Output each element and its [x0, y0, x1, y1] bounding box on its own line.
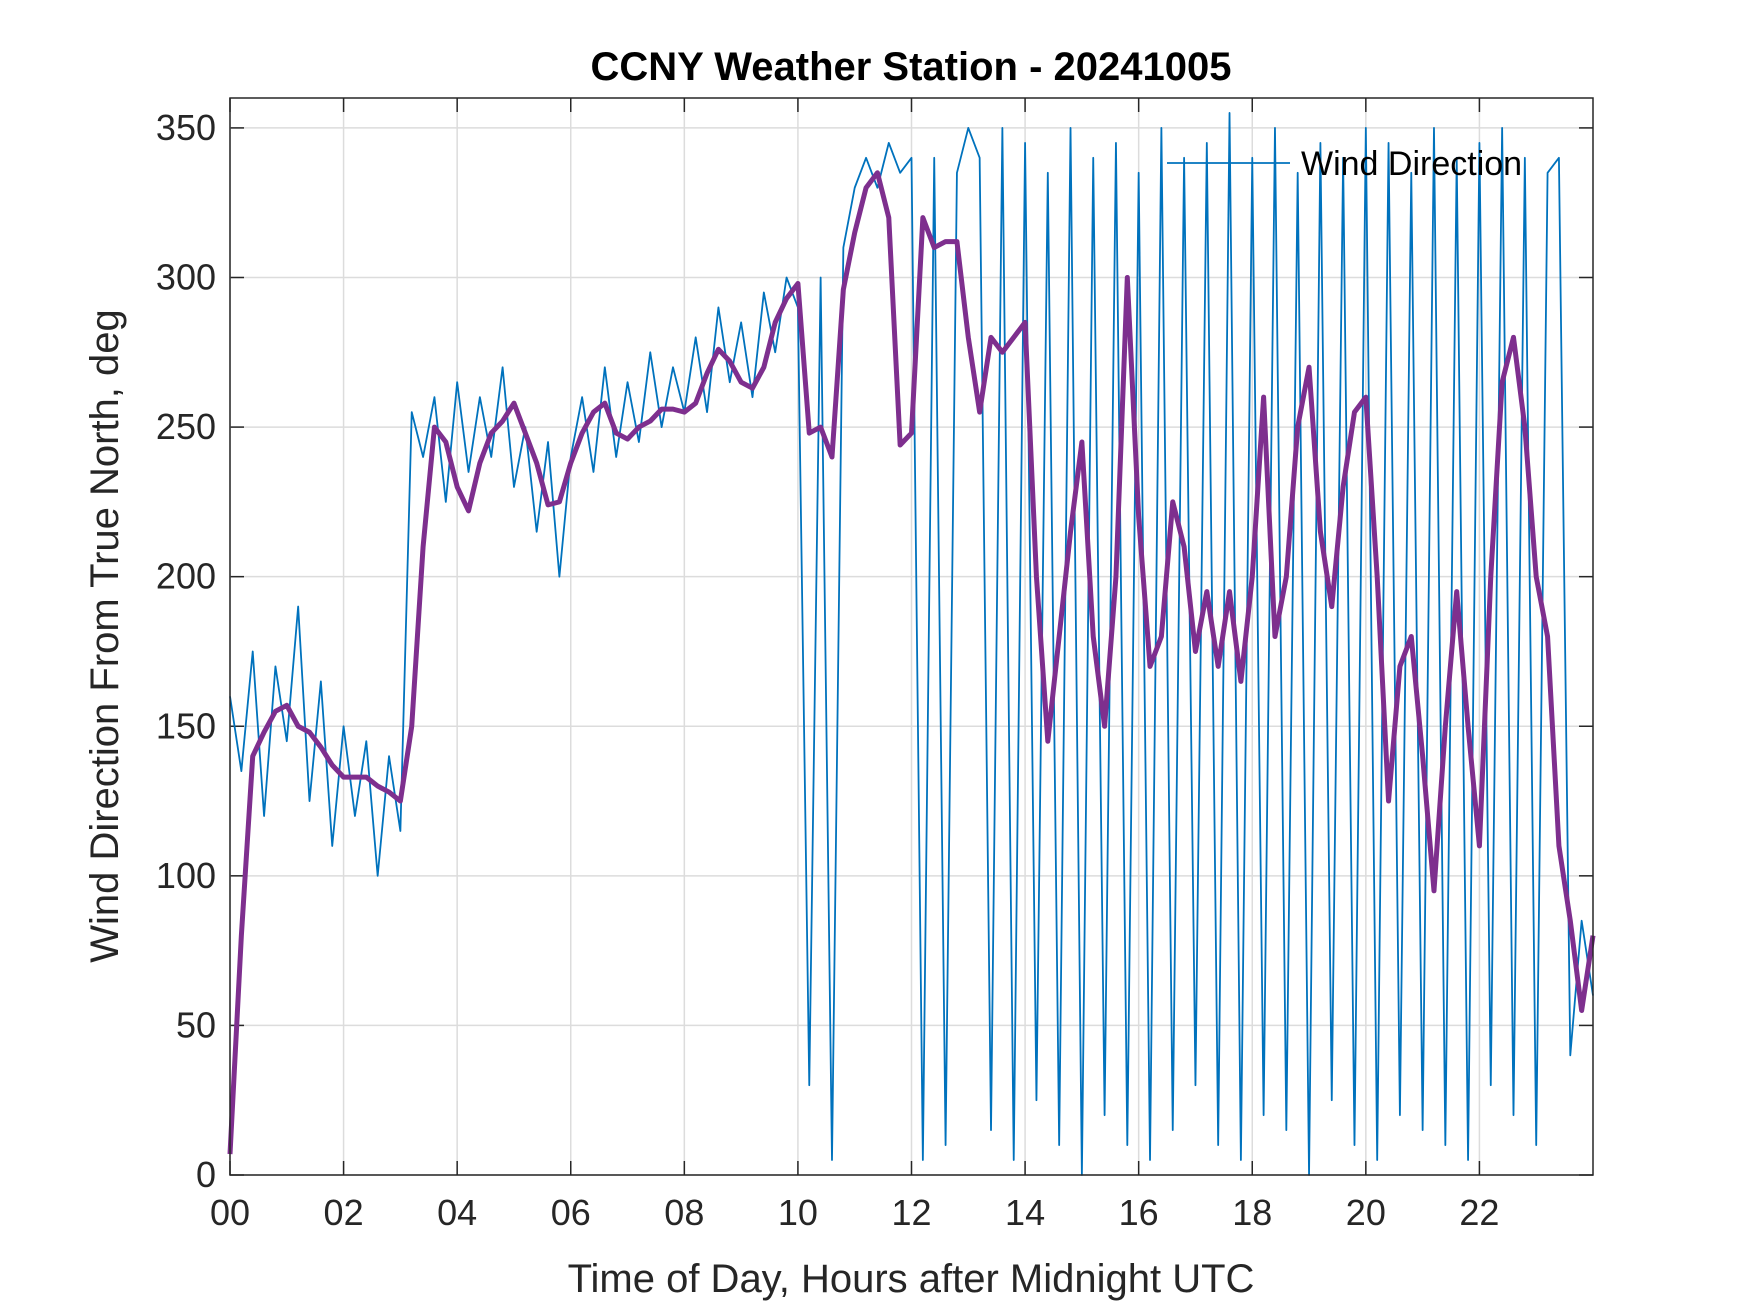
x-tick-label: 04 — [437, 1192, 477, 1233]
y-tick-label: 350 — [156, 107, 216, 148]
y-tick-label: 0 — [196, 1154, 216, 1195]
chart-title: CCNY Weather Station - 20241005 — [591, 45, 1232, 89]
data-line — [229, 112, 1594, 1176]
x-tick-label: 10 — [778, 1192, 818, 1233]
x-axis-label: Time of Day, Hours after Midnight UTC — [568, 1257, 1255, 1301]
x-tick-label: 12 — [891, 1192, 931, 1233]
data-line — [227, 170, 1596, 1155]
y-tick-label: 150 — [156, 705, 216, 746]
x-tick-label: 20 — [1346, 1192, 1386, 1233]
x-tick-label: 14 — [1005, 1192, 1045, 1233]
x-tick-label: 00 — [210, 1192, 250, 1233]
y-tick-label: 300 — [156, 257, 216, 298]
axes-box — [229, 97, 1594, 1176]
y-axis-label: Wind Direction From True North, deg — [83, 309, 127, 963]
x-tick-label: 16 — [1119, 1192, 1159, 1233]
x-tick-label: 22 — [1459, 1192, 1499, 1233]
y-tick-label: 100 — [156, 855, 216, 896]
legend-label: Wind Direction — [1301, 145, 1522, 183]
x-tick-label: 08 — [664, 1192, 704, 1233]
y-tick-label: 200 — [156, 556, 216, 597]
y-tick-label: 250 — [156, 406, 216, 447]
y-tick-label: 50 — [176, 1004, 216, 1045]
x-tick-label: 06 — [551, 1192, 591, 1233]
x-tick-label: 18 — [1232, 1192, 1272, 1233]
x-tick-label: 02 — [324, 1192, 364, 1233]
